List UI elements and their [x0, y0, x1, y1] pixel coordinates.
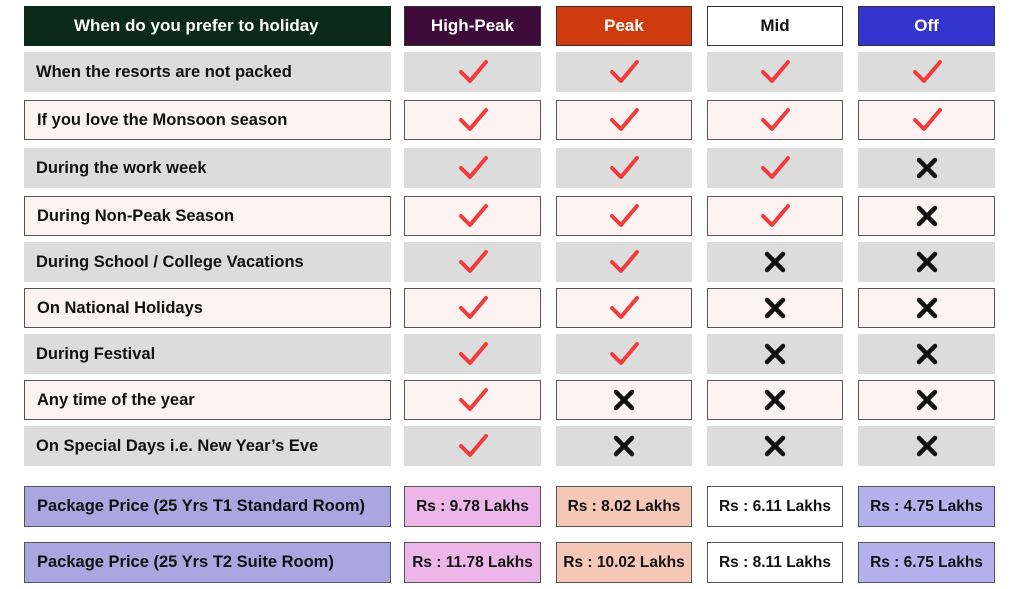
row-cell: [707, 148, 843, 188]
cross-icon: [613, 435, 635, 457]
row-cell: [707, 426, 843, 466]
check-icon: [609, 105, 639, 135]
check-icon: [458, 57, 488, 87]
row-cell: [556, 196, 692, 236]
row-cell: [404, 426, 541, 466]
price-value: Rs : 6.11 Lakhs: [707, 486, 843, 527]
header-column-peak: Peak: [556, 6, 692, 46]
check-icon: [458, 247, 488, 277]
row-cell: [858, 52, 995, 92]
row-cell: [404, 288, 541, 328]
row-cell: [404, 334, 541, 374]
row-cell: [858, 100, 995, 140]
row-cell: [556, 242, 692, 282]
cross-icon: [916, 251, 938, 273]
row-cell: [556, 380, 692, 420]
row-cell: [858, 334, 995, 374]
check-icon: [760, 201, 790, 231]
price-value: Rs : 10.02 Lakhs: [556, 542, 692, 583]
check-icon: [609, 57, 639, 87]
price-label: Package Price (25 Yrs T1 Standard Room): [24, 486, 391, 527]
check-icon: [458, 385, 488, 415]
row-cell: [858, 242, 995, 282]
row-label: During School / College Vacations: [24, 242, 391, 282]
row-cell: [858, 196, 995, 236]
row-cell: [556, 52, 692, 92]
price-value: Rs : 6.75 Lakhs: [858, 542, 995, 583]
row-label: During Non-Peak Season: [24, 196, 391, 236]
row-cell: [707, 52, 843, 92]
row-cell: [707, 288, 843, 328]
row-cell: [858, 426, 995, 466]
row-label: On National Holidays: [24, 288, 391, 328]
row-label: During the work week: [24, 148, 391, 188]
row-cell: [404, 242, 541, 282]
price-value: Rs : 9.78 Lakhs: [404, 486, 541, 527]
check-icon: [458, 339, 488, 369]
row-cell: [858, 288, 995, 328]
row-cell: [404, 148, 541, 188]
row-cell: [556, 426, 692, 466]
check-icon: [458, 201, 488, 231]
row-cell: [858, 148, 995, 188]
price-label: Package Price (25 Yrs T2 Suite Room): [24, 542, 391, 583]
row-cell: [556, 100, 692, 140]
header-column-high-peak: High-Peak: [404, 6, 541, 46]
row-label: If you love the Monsoon season: [24, 100, 391, 140]
row-cell: [556, 334, 692, 374]
price-value: Rs : 8.02 Lakhs: [556, 486, 692, 527]
check-icon: [609, 293, 639, 323]
cross-icon: [764, 389, 786, 411]
check-icon: [458, 293, 488, 323]
check-icon: [760, 105, 790, 135]
row-cell: [404, 100, 541, 140]
price-value: Rs : 11.78 Lakhs: [404, 542, 541, 583]
check-icon: [760, 57, 790, 87]
check-icon: [458, 153, 488, 183]
row-label: During Festival: [24, 334, 391, 374]
cross-icon: [613, 389, 635, 411]
row-cell: [556, 148, 692, 188]
check-icon: [912, 57, 942, 87]
check-icon: [609, 247, 639, 277]
cross-icon: [764, 343, 786, 365]
check-icon: [458, 431, 488, 461]
header-column-mid: Mid: [707, 6, 843, 46]
row-cell: [404, 380, 541, 420]
cross-icon: [916, 435, 938, 457]
price-value: Rs : 8.11 Lakhs: [707, 542, 843, 583]
row-label: Any time of the year: [24, 380, 391, 420]
check-icon: [760, 153, 790, 183]
row-cell: [707, 196, 843, 236]
cross-icon: [916, 343, 938, 365]
row-cell: [707, 334, 843, 374]
row-label: On Special Days i.e. New Year’s Eve: [24, 426, 391, 466]
check-icon: [458, 105, 488, 135]
cross-icon: [764, 251, 786, 273]
price-value: Rs : 4.75 Lakhs: [858, 486, 995, 527]
row-cell: [404, 52, 541, 92]
check-icon: [609, 153, 639, 183]
row-cell: [556, 288, 692, 328]
header-question: When do you prefer to holiday: [24, 6, 391, 46]
check-icon: [912, 105, 942, 135]
cross-icon: [916, 205, 938, 227]
row-cell: [707, 242, 843, 282]
row-cell: [707, 380, 843, 420]
row-label: When the resorts are not packed: [24, 52, 391, 92]
cross-icon: [764, 297, 786, 319]
row-cell: [404, 196, 541, 236]
header-column-off: Off: [858, 6, 995, 46]
check-icon: [609, 201, 639, 231]
cross-icon: [916, 389, 938, 411]
row-cell: [707, 100, 843, 140]
cross-icon: [764, 435, 786, 457]
cross-icon: [916, 157, 938, 179]
check-icon: [609, 339, 639, 369]
cross-icon: [916, 297, 938, 319]
row-cell: [858, 380, 995, 420]
